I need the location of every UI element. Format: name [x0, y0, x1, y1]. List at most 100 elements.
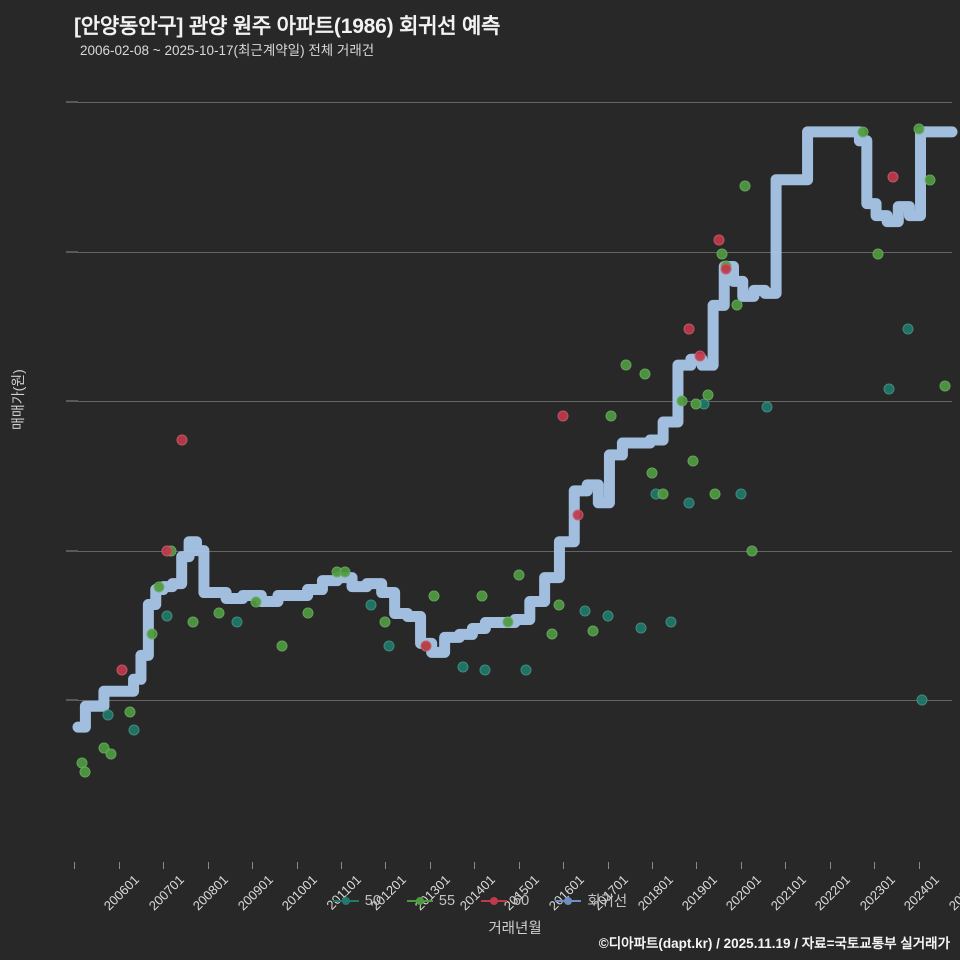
scatter-point-60: [176, 434, 188, 446]
x-tick-mark: [163, 862, 165, 869]
x-tick-mark: [563, 862, 565, 869]
scatter-point-50: [665, 616, 677, 628]
scatter-point-60: [683, 323, 695, 335]
scatter-point-50: [735, 488, 747, 500]
scatter-point-55: [587, 625, 599, 637]
x-tick-mark: [918, 862, 920, 869]
gridline-y: [78, 700, 952, 702]
scatter-point-55: [187, 616, 199, 628]
scatter-point-60: [161, 545, 173, 557]
x-tick-mark: [652, 862, 654, 869]
legend-label: 60: [513, 892, 530, 909]
scatter-point-60: [116, 664, 128, 676]
scatter-point-55: [746, 545, 758, 557]
scatter-point-50: [520, 664, 532, 676]
scatter-point-50: [902, 323, 914, 335]
x-tick-mark: [607, 862, 609, 869]
scatter-point-55: [731, 299, 743, 311]
legend-label: 회귀선: [587, 894, 628, 910]
scatter-point-55: [153, 581, 165, 593]
scatter-point-60: [694, 350, 706, 362]
x-tick-mark: [474, 862, 476, 869]
scatter-point-55: [276, 640, 288, 652]
scatter-point-50: [102, 709, 114, 721]
scatter-point-55: [213, 607, 225, 619]
scatter-point-60: [420, 640, 432, 652]
x-tick-mark: [340, 862, 342, 869]
x-tick-mark: [518, 862, 520, 869]
scatter-point-55: [605, 410, 617, 422]
legend-swatch-icon: [555, 896, 582, 906]
legend-item-55[interactable]: 55: [406, 892, 456, 909]
scatter-point-55: [924, 174, 936, 186]
scatter-point-55: [476, 590, 488, 602]
x-tick-mark: [118, 862, 120, 869]
x-tick-mark: [874, 862, 876, 869]
legend-swatch-icon: [406, 896, 433, 906]
scatter-point-60: [713, 234, 725, 246]
scatter-point-55: [939, 380, 951, 392]
gridline-y: [78, 101, 952, 103]
scatter-point-50: [161, 610, 173, 622]
scatter-point-55: [379, 616, 391, 628]
scatter-point-50: [761, 401, 773, 413]
scatter-point-50: [128, 724, 140, 736]
x-tick-mark: [696, 862, 698, 869]
scatter-point-55: [79, 766, 91, 778]
legend-item-60[interactable]: 60: [481, 893, 529, 909]
scatter-point-55: [98, 742, 110, 754]
x-tick-mark: [785, 862, 787, 869]
y-axis-title: 매매가(원): [10, 369, 26, 430]
scatter-point-50: [383, 640, 395, 652]
scatter-point-55: [857, 126, 869, 138]
scatter-point-55: [702, 389, 714, 401]
x-tick-mark: [252, 862, 254, 869]
scatter-point-55: [105, 748, 117, 760]
scatter-point-60: [720, 263, 732, 275]
scatter-point-55: [302, 607, 314, 619]
scatter-point-50: [883, 383, 895, 395]
regression-path: [72, 126, 958, 733]
plot-area: 3.5억3억2.5억2억1.5억 20060120070120080120090…: [66, 72, 960, 937]
chart-legend: 50 55 60 회귀선: [0, 890, 960, 911]
legend-swatch-icon: [481, 896, 508, 906]
x-tick-mark: [385, 862, 387, 869]
legend-item-50[interactable]: 50: [332, 892, 381, 909]
scatter-point-55: [690, 398, 702, 410]
x-tick-mark: [207, 862, 209, 869]
scatter-point-55: [553, 599, 565, 611]
legend-item-회귀선[interactable]: 회귀선: [555, 890, 627, 911]
scatter-point-55: [546, 628, 558, 640]
regression-line: [72, 126, 958, 733]
scatter-point-60: [887, 171, 899, 183]
scatter-point-55: [687, 455, 699, 467]
scatter-point-50: [916, 694, 928, 706]
legend-swatch-icon: [332, 896, 359, 906]
y-tick-mark: [66, 400, 78, 402]
scatter-point-50: [365, 599, 377, 611]
legend-label: 50: [364, 892, 381, 909]
scatter-point-55: [124, 706, 136, 718]
scatter-point-50: [602, 610, 614, 622]
scatter-point-55: [502, 616, 514, 628]
footer-credit: ©디아파트(dapt.kr) / 2025.11.19 / 자료=국토교통부 실…: [598, 936, 950, 951]
gridline-y: [78, 251, 952, 253]
scatter-point-55: [339, 566, 351, 578]
scatter-point-55: [739, 180, 751, 192]
gridline-y: [78, 401, 952, 403]
scatter-point-55: [513, 569, 525, 581]
x-tick-mark: [740, 862, 742, 869]
scatter-point-55: [250, 596, 262, 608]
x-tick-mark: [429, 862, 431, 869]
gridline-y: [78, 550, 952, 552]
scatter-point-55: [646, 467, 658, 479]
scatter-point-55: [428, 590, 440, 602]
scatter-point-55: [657, 488, 669, 500]
y-tick-mark: [66, 101, 78, 103]
scatter-point-50: [635, 622, 647, 634]
x-tick-mark: [296, 862, 298, 869]
scatter-point-55: [639, 368, 651, 380]
x-tick-mark: [829, 862, 831, 869]
scatter-point-55: [620, 359, 632, 371]
legend-label: 55: [438, 892, 456, 909]
